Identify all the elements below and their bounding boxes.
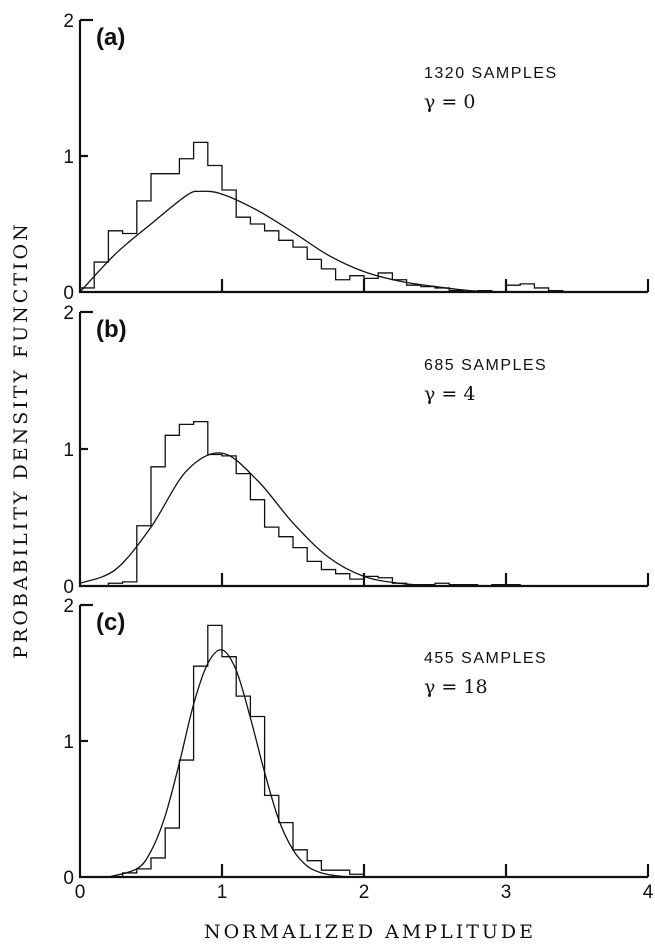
gamma-label: γ = 4	[424, 383, 475, 405]
y-tick-label: 2	[63, 303, 74, 324]
gamma-label: γ = 18	[424, 676, 488, 698]
y-tick-label: 0	[63, 868, 74, 889]
x-axis-title: NORMALIZED AMPLITUDE	[204, 921, 536, 943]
samples-label: 685 SAMPLES	[424, 357, 547, 374]
x-tick-label: 4	[643, 882, 654, 903]
axis-frame	[78, 605, 648, 879]
y-axis-title: PROBABILITY DENSITY FUNCTION	[10, 221, 32, 658]
y-tick-label: 1	[63, 440, 74, 461]
y-tick-label: 0	[63, 577, 74, 598]
y-tick-label: 1	[63, 732, 74, 753]
panel-1: 0 1 2 (b) 685 SAMPLES γ = 4	[63, 303, 650, 598]
samples-label: 1320 SAMPLES	[424, 65, 558, 82]
gamma-label: γ = 0	[424, 91, 475, 113]
x-tick-label: 0	[75, 882, 86, 903]
samples-label: 455 SAMPLES	[424, 650, 547, 667]
panel-label: (a)	[96, 24, 125, 51]
x-tick-label: 2	[359, 882, 370, 903]
panel-2: 0 1 2 0 1 2 3 4 (c) 455 SAMPLES γ = 18	[63, 596, 653, 903]
axis-frame	[78, 312, 648, 588]
theoretical-curve	[108, 649, 350, 878]
theoretical-curve	[79, 452, 436, 587]
x-tick-label: 3	[501, 882, 512, 903]
x-tick-label: 1	[217, 882, 228, 903]
panel-0: 0 1 2 (a) 1320 SAMPLES γ = 0	[63, 11, 650, 304]
theoretical-curve	[79, 190, 507, 293]
histogram-steps	[79, 141, 564, 293]
panel-label: (b)	[96, 316, 127, 343]
histogram-steps	[107, 420, 535, 587]
y-tick-label: 1	[63, 147, 74, 168]
y-tick-label: 2	[63, 11, 74, 32]
y-tick-label: 0	[63, 283, 74, 304]
axis-frame	[78, 20, 648, 294]
y-tick-label: 2	[63, 596, 74, 617]
panel-label: (c)	[96, 609, 125, 636]
histogram-steps	[121, 624, 365, 877]
